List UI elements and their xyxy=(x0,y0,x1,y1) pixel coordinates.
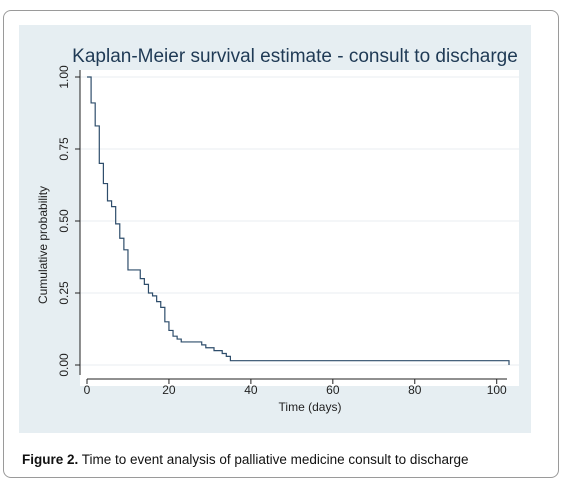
survival-curve xyxy=(87,76,510,365)
x-tick-label: 40 xyxy=(244,383,258,397)
x-tick-label: 0 xyxy=(84,383,91,397)
x-axis-ticks: 0 20 40 60 80 100 xyxy=(84,379,507,397)
caption-text: Time to event analysis of palliative med… xyxy=(78,452,469,467)
x-tick-label: 100 xyxy=(487,383,507,397)
chart-title: Kaplan-Meier survival estimate - consult… xyxy=(72,46,518,67)
x-tick-label: 60 xyxy=(326,383,340,397)
x-tick-label: 80 xyxy=(408,383,422,397)
y-axis-ticks: 0.00 0.25 0.50 0.75 1.00 xyxy=(57,65,80,377)
y-tick-label: 0.75 xyxy=(57,137,71,161)
grid-lines xyxy=(80,76,519,366)
y-tick-label: 1.00 xyxy=(57,65,71,89)
y-tick-label: 0.50 xyxy=(57,209,71,233)
y-tick-label: 0.25 xyxy=(57,281,71,305)
caption-label: Figure 2. xyxy=(22,452,79,467)
y-axis-title: Cumulative probability xyxy=(36,186,50,304)
x-axis-title: Time (days) xyxy=(279,400,342,414)
km-survival-chart: Kaplan-Meier survival estimate - consult… xyxy=(36,46,519,414)
x-tick-label: 20 xyxy=(162,383,176,397)
y-tick-label: 0.00 xyxy=(57,353,71,377)
figure-caption: Figure 2. Time to event analysis of pall… xyxy=(22,452,468,467)
plot-area xyxy=(80,70,519,386)
